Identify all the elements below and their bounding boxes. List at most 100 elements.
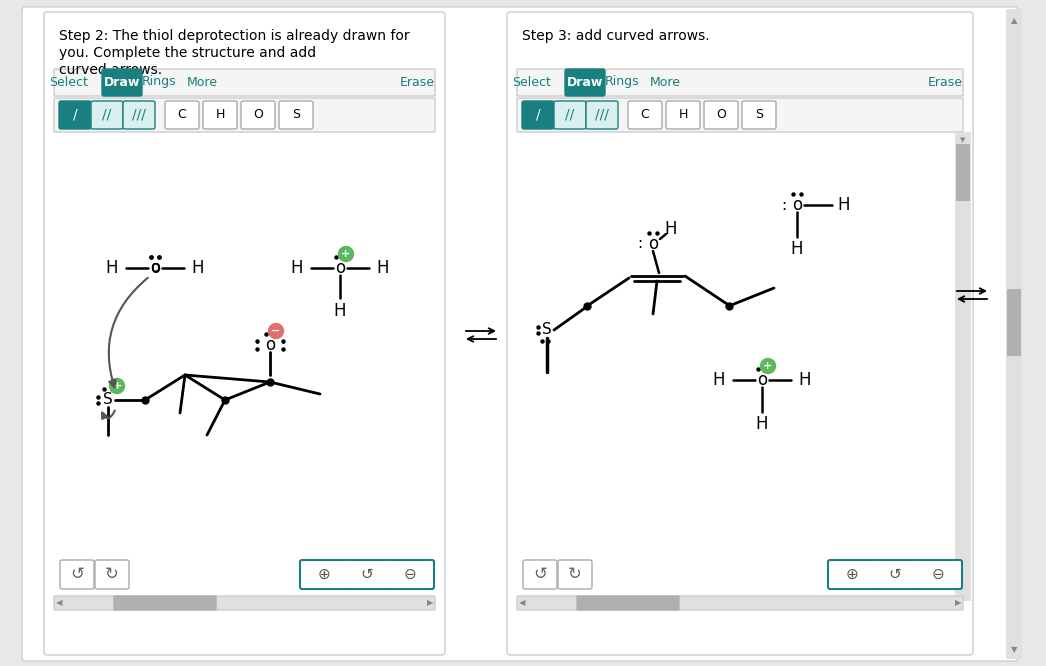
Text: ▶: ▶ <box>955 599 961 607</box>
FancyBboxPatch shape <box>558 560 592 589</box>
FancyBboxPatch shape <box>577 596 679 610</box>
Text: H: H <box>712 371 725 389</box>
Text: More: More <box>650 75 681 89</box>
FancyBboxPatch shape <box>241 101 275 129</box>
FancyBboxPatch shape <box>279 101 313 129</box>
Text: ⊕: ⊕ <box>845 567 859 582</box>
Text: Erase: Erase <box>400 75 434 89</box>
Text: H: H <box>678 109 687 121</box>
FancyBboxPatch shape <box>829 561 874 588</box>
Text: o: o <box>265 336 275 354</box>
Text: o: o <box>647 235 658 253</box>
Text: C: C <box>178 109 186 121</box>
Text: H: H <box>838 196 850 214</box>
Text: C: C <box>640 109 650 121</box>
FancyBboxPatch shape <box>1006 9 1022 659</box>
Text: //: // <box>103 108 112 122</box>
FancyBboxPatch shape <box>955 132 971 601</box>
Text: Erase: Erase <box>928 75 962 89</box>
Text: o: o <box>335 259 345 277</box>
FancyBboxPatch shape <box>165 101 199 129</box>
FancyBboxPatch shape <box>60 560 94 589</box>
Text: ↺: ↺ <box>533 565 547 583</box>
Text: Step 3: add curved arrows.: Step 3: add curved arrows. <box>522 29 709 43</box>
Text: ↺: ↺ <box>361 567 373 582</box>
FancyBboxPatch shape <box>54 69 435 96</box>
Text: //: // <box>566 108 574 122</box>
FancyBboxPatch shape <box>704 101 738 129</box>
FancyBboxPatch shape <box>91 101 123 129</box>
Text: H: H <box>334 302 346 320</box>
Text: /: / <box>72 108 77 122</box>
Text: ▼: ▼ <box>1010 645 1018 654</box>
FancyBboxPatch shape <box>59 101 91 129</box>
Text: Step 2: The thiol deprotection is already drawn for: Step 2: The thiol deprotection is alread… <box>59 29 410 43</box>
Text: S: S <box>542 322 552 338</box>
Text: o: o <box>757 371 767 389</box>
Text: ↻: ↻ <box>105 565 119 583</box>
Text: o: o <box>151 260 160 276</box>
Text: S: S <box>755 109 763 121</box>
Text: o: o <box>150 259 160 277</box>
Circle shape <box>269 324 283 338</box>
FancyBboxPatch shape <box>123 101 155 129</box>
Text: H: H <box>377 259 389 277</box>
Circle shape <box>760 358 775 374</box>
FancyBboxPatch shape <box>586 101 618 129</box>
Text: ▼: ▼ <box>960 137 965 143</box>
FancyBboxPatch shape <box>956 144 970 201</box>
FancyBboxPatch shape <box>517 596 963 610</box>
Text: +: + <box>112 381 121 391</box>
Text: ◀: ◀ <box>55 599 63 607</box>
Text: Select: Select <box>513 75 551 89</box>
Text: ⊖: ⊖ <box>404 567 416 582</box>
FancyBboxPatch shape <box>103 69 142 96</box>
FancyBboxPatch shape <box>345 561 389 588</box>
Text: −: − <box>271 326 280 336</box>
Circle shape <box>339 246 354 262</box>
Text: H: H <box>665 220 677 238</box>
Text: ▲: ▲ <box>1010 16 1018 25</box>
FancyBboxPatch shape <box>54 596 435 610</box>
Text: Rings: Rings <box>141 75 177 89</box>
FancyBboxPatch shape <box>114 596 217 610</box>
FancyBboxPatch shape <box>565 69 605 96</box>
Text: H: H <box>106 259 118 277</box>
FancyBboxPatch shape <box>507 12 973 655</box>
Text: S: S <box>104 392 113 408</box>
FancyBboxPatch shape <box>517 98 963 132</box>
FancyBboxPatch shape <box>523 560 558 589</box>
Text: :: : <box>637 236 642 252</box>
Text: you. Complete the structure and add: you. Complete the structure and add <box>59 46 316 60</box>
Text: ◀: ◀ <box>519 599 525 607</box>
Text: Select: Select <box>49 75 89 89</box>
FancyArrowPatch shape <box>103 410 115 419</box>
Text: :: : <box>781 198 787 212</box>
FancyBboxPatch shape <box>517 69 963 96</box>
FancyBboxPatch shape <box>554 101 586 129</box>
Text: +: + <box>341 249 350 259</box>
Text: o: o <box>792 196 802 214</box>
Text: +: + <box>764 361 773 371</box>
Text: H: H <box>756 415 768 433</box>
Text: /: / <box>536 108 541 122</box>
Text: Draw: Draw <box>104 76 140 89</box>
Text: H: H <box>791 240 803 258</box>
FancyArrowPatch shape <box>109 278 147 387</box>
Text: ///: /// <box>132 108 146 122</box>
FancyBboxPatch shape <box>44 12 445 655</box>
FancyBboxPatch shape <box>203 101 237 129</box>
Text: H: H <box>215 109 225 121</box>
Text: S: S <box>292 109 300 121</box>
Text: :: : <box>254 338 259 352</box>
Text: ↻: ↻ <box>568 565 582 583</box>
FancyBboxPatch shape <box>22 7 1018 661</box>
FancyBboxPatch shape <box>1007 289 1021 356</box>
Text: O: O <box>717 109 726 121</box>
Text: curved arrows.: curved arrows. <box>59 63 162 77</box>
Text: Draw: Draw <box>567 76 604 89</box>
Text: :: : <box>280 338 286 352</box>
Text: More: More <box>186 75 218 89</box>
FancyBboxPatch shape <box>522 101 554 129</box>
Text: H: H <box>191 259 204 277</box>
